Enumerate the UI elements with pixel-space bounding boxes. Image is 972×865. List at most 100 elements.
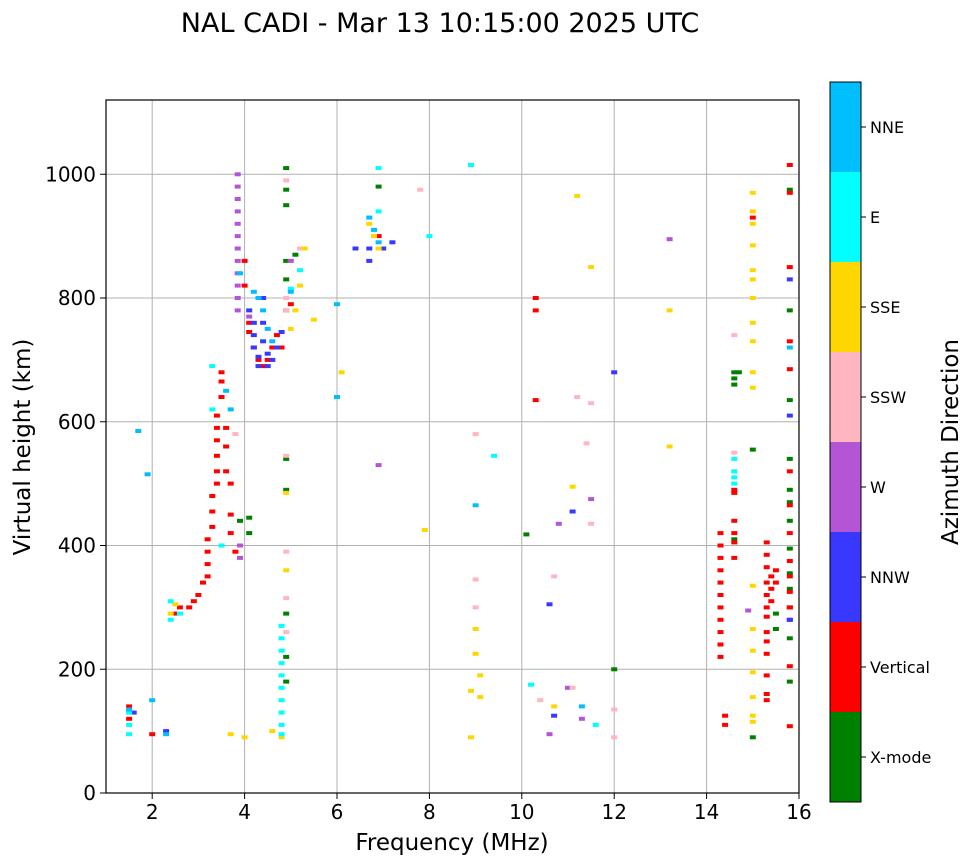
data-point-vertical	[717, 580, 724, 585]
data-point-x-mode	[786, 518, 793, 523]
data-point-sse	[366, 221, 373, 226]
plot-frame	[105, 99, 800, 794]
data-point-e	[278, 698, 285, 703]
data-point-vertical	[246, 330, 253, 334]
data-point-nnw	[250, 345, 257, 350]
data-point-ssw	[588, 521, 595, 526]
data-point-vertical	[218, 370, 225, 375]
data-point-vertical	[126, 716, 133, 721]
data-point-x-mode	[283, 456, 290, 461]
data-point-vertical	[768, 574, 775, 579]
chart-title: NAL CADI - Mar 13 10:15:00 2025 UTC	[181, 8, 699, 39]
data-point-w	[234, 184, 241, 189]
data-point-x-mode	[772, 611, 779, 616]
data-point-nnw	[260, 296, 267, 300]
data-point-vertical	[126, 704, 133, 709]
data-point-vertical	[786, 339, 793, 344]
data-point-nne	[287, 289, 294, 294]
data-point-sse	[472, 651, 479, 656]
data-point-sse	[338, 370, 345, 375]
data-point-vertical	[763, 651, 770, 656]
data-point-e	[468, 163, 474, 167]
data-point-vertical	[763, 580, 770, 585]
data-point-e	[209, 407, 216, 412]
data-point-nnw	[551, 713, 558, 718]
data-point-ssw	[232, 432, 239, 437]
data-point-sse	[749, 670, 756, 675]
data-point-vertical	[731, 487, 738, 492]
data-point-vertical	[273, 333, 280, 338]
data-point-x-mode	[731, 382, 738, 387]
data-point-sse	[666, 444, 673, 449]
data-point-x-mode	[283, 679, 290, 684]
data-point-vertical	[213, 469, 220, 474]
data-point-vertical	[763, 692, 770, 696]
data-point-nne	[250, 289, 257, 294]
y-tick-label: 800	[58, 286, 96, 310]
data-point-vertical	[260, 364, 267, 369]
data-point-e	[426, 234, 433, 239]
data-point-vertical	[213, 481, 220, 486]
data-point-vertical	[204, 537, 211, 542]
data-point-e	[287, 286, 294, 291]
data-point-sse	[472, 627, 479, 631]
data-point-w	[234, 172, 241, 177]
data-point-w	[565, 685, 571, 690]
data-point-vertical	[149, 732, 156, 737]
data-point-nne	[371, 227, 377, 232]
data-point-sse	[569, 484, 576, 489]
data-point-sse	[749, 243, 756, 248]
data-point-sse	[749, 277, 756, 282]
data-point-ssw	[731, 450, 738, 455]
x-tick-label: 2	[146, 800, 159, 824]
data-point-sse	[749, 713, 756, 718]
data-point-nne	[375, 240, 382, 245]
data-point-vertical	[264, 357, 271, 362]
data-point-sse	[749, 719, 756, 724]
colorbar-frame	[829, 81, 862, 803]
data-point-vertical	[532, 398, 539, 403]
data-point-x-mode	[786, 586, 793, 591]
data-point-vertical	[209, 509, 216, 514]
data-point-nnw	[380, 246, 387, 251]
data-point-e	[278, 673, 285, 678]
data-point-x-mode	[237, 518, 243, 523]
data-point-vertical	[786, 469, 793, 474]
data-point-sse	[749, 627, 756, 631]
data-point-vertical	[717, 543, 724, 548]
data-point-w	[234, 246, 241, 251]
data-point-ssw	[297, 246, 303, 251]
data-point-nne	[144, 472, 151, 477]
data-point-vertical	[786, 664, 793, 669]
data-point-vertical	[731, 490, 738, 495]
data-point-e	[278, 732, 285, 737]
data-point-x-mode	[749, 447, 756, 452]
x-tick-label: 10	[509, 800, 534, 824]
colorbar-tick-label: SSE	[870, 298, 900, 317]
data-point-nnw	[255, 354, 262, 359]
data-point-w	[546, 732, 553, 737]
data-point-sse	[588, 265, 595, 270]
data-point-ssw	[611, 707, 618, 712]
data-point-vertical	[768, 599, 775, 604]
data-point-x-mode	[786, 636, 793, 641]
data-point-vertical	[172, 611, 179, 616]
data-point-vertical	[246, 320, 253, 325]
data-point-w	[234, 308, 241, 313]
data-point-w	[234, 209, 241, 214]
data-point-vertical	[232, 549, 239, 554]
data-point-sse	[269, 729, 276, 734]
data-point-vertical	[731, 555, 738, 560]
data-point-vertical	[255, 357, 262, 362]
data-point-w	[234, 221, 241, 226]
data-point-nne	[223, 388, 230, 393]
y-tick-label: 600	[58, 410, 96, 434]
data-point-sse	[749, 385, 756, 390]
data-point-nnw	[250, 333, 257, 338]
data-point-w	[237, 555, 243, 560]
data-point-x-mode	[731, 537, 738, 542]
data-point-x-mode	[735, 370, 742, 375]
data-point-x-mode	[786, 398, 793, 403]
data-point-w	[234, 283, 241, 288]
